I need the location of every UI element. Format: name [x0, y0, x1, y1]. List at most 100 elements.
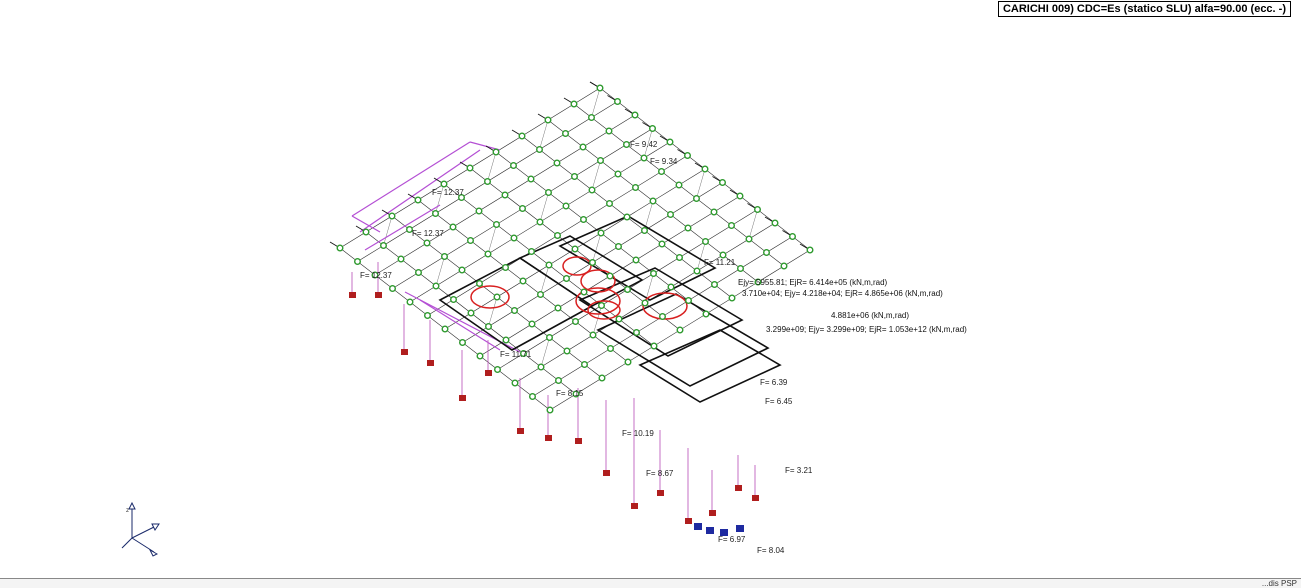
node-marker	[545, 188, 553, 196]
node-marker	[493, 293, 501, 301]
node-marker	[763, 248, 771, 256]
node-marker	[596, 84, 604, 92]
node-marker	[553, 159, 561, 167]
node-label: F= 8.15	[556, 389, 584, 398]
frame-outline	[578, 267, 744, 357]
brace-line	[696, 241, 706, 272]
node-marker	[336, 244, 344, 252]
node-marker	[606, 272, 614, 280]
node-marker	[588, 113, 596, 121]
support-red-icon	[631, 503, 638, 509]
node-marker	[675, 181, 683, 189]
node-marker	[449, 223, 457, 231]
node-marker	[711, 281, 719, 289]
node-label: F= 12.37	[360, 271, 392, 280]
node-marker	[754, 205, 762, 213]
stiffness-annotation: 3.299e+09; Ejy= 3.299e+09; EjR= 1.053e+1…	[766, 325, 967, 334]
node-marker	[737, 265, 745, 273]
node-marker	[371, 271, 379, 279]
node-label: F= 11.21	[704, 258, 736, 267]
support-red-icon	[545, 435, 552, 441]
node-marker	[701, 165, 709, 173]
node-marker	[492, 148, 500, 156]
beam-purple	[351, 215, 381, 233]
node-marker	[511, 307, 519, 315]
node-marker	[563, 275, 571, 283]
status-tag: ...dis PSP	[1261, 579, 1297, 588]
node-marker	[389, 285, 397, 293]
support-red-icon	[752, 495, 759, 501]
node-label: F= 9.42	[630, 140, 658, 149]
node-marker	[458, 193, 466, 201]
node-marker	[415, 269, 423, 277]
node-marker	[380, 241, 388, 249]
support-red-icon	[735, 485, 742, 491]
node-marker	[519, 277, 527, 285]
node-marker	[631, 111, 639, 119]
node-marker	[501, 191, 509, 199]
node-marker	[598, 302, 606, 310]
node-marker	[754, 278, 762, 286]
node-marker	[484, 177, 492, 185]
node-marker	[527, 175, 535, 183]
node-label: F= 10.19	[622, 429, 654, 438]
brace-line	[748, 209, 758, 240]
node-marker	[633, 329, 641, 337]
node-marker	[571, 172, 579, 180]
node-marker	[579, 143, 587, 151]
support-red-icon	[517, 428, 524, 434]
node-marker	[614, 170, 622, 178]
stiffness-annotation: 3.710e+04; Ejy= 4.218e+04; EjR= 4.865e+0…	[742, 289, 943, 298]
node-marker	[555, 377, 563, 385]
node-marker	[475, 207, 483, 215]
frame-outline	[438, 257, 594, 351]
brace-line	[644, 200, 654, 231]
load-case-title: CARICHI 009) CDC=Es (statico SLU) alfa=9…	[997, 1, 1291, 17]
brace-line	[540, 337, 550, 368]
frame-outline	[558, 215, 717, 301]
brace-line	[591, 160, 601, 191]
stiffness-ellipse	[642, 292, 688, 320]
node-marker	[570, 100, 578, 108]
node-marker	[649, 197, 657, 205]
brace-line	[488, 296, 498, 327]
node-marker	[510, 161, 518, 169]
support-blue-icon	[736, 525, 744, 532]
node-marker	[666, 138, 674, 146]
node-marker	[605, 127, 613, 135]
status-bar: ...dis PSP	[0, 578, 1301, 588]
node-marker	[536, 218, 544, 226]
node-marker	[554, 231, 562, 239]
beam-purple	[351, 141, 471, 217]
node-marker	[414, 196, 422, 204]
node-marker	[667, 283, 675, 291]
node-marker	[545, 261, 553, 269]
beam-purple	[419, 299, 501, 351]
node-marker	[563, 347, 571, 355]
node-marker	[580, 215, 588, 223]
stiffness-ellipse	[575, 287, 621, 315]
beam-purple	[364, 204, 441, 251]
node-marker	[476, 280, 484, 288]
axis-triad-icon: z	[121, 501, 160, 557]
node-marker	[597, 156, 605, 164]
node-marker	[702, 237, 710, 245]
node-marker	[659, 313, 667, 321]
support-blue-icon	[694, 523, 702, 530]
node-marker	[510, 234, 518, 242]
brace-line	[592, 232, 602, 263]
node-marker	[658, 240, 666, 248]
node-marker	[466, 164, 474, 172]
node-marker	[649, 124, 657, 132]
node-marker	[771, 219, 779, 227]
node-marker	[544, 116, 552, 124]
node-marker	[546, 334, 554, 342]
node-marker	[554, 304, 562, 312]
node-marker	[615, 315, 623, 323]
node-marker	[572, 318, 580, 326]
node-marker	[641, 299, 649, 307]
node-marker	[676, 253, 684, 261]
node-marker	[719, 251, 727, 259]
